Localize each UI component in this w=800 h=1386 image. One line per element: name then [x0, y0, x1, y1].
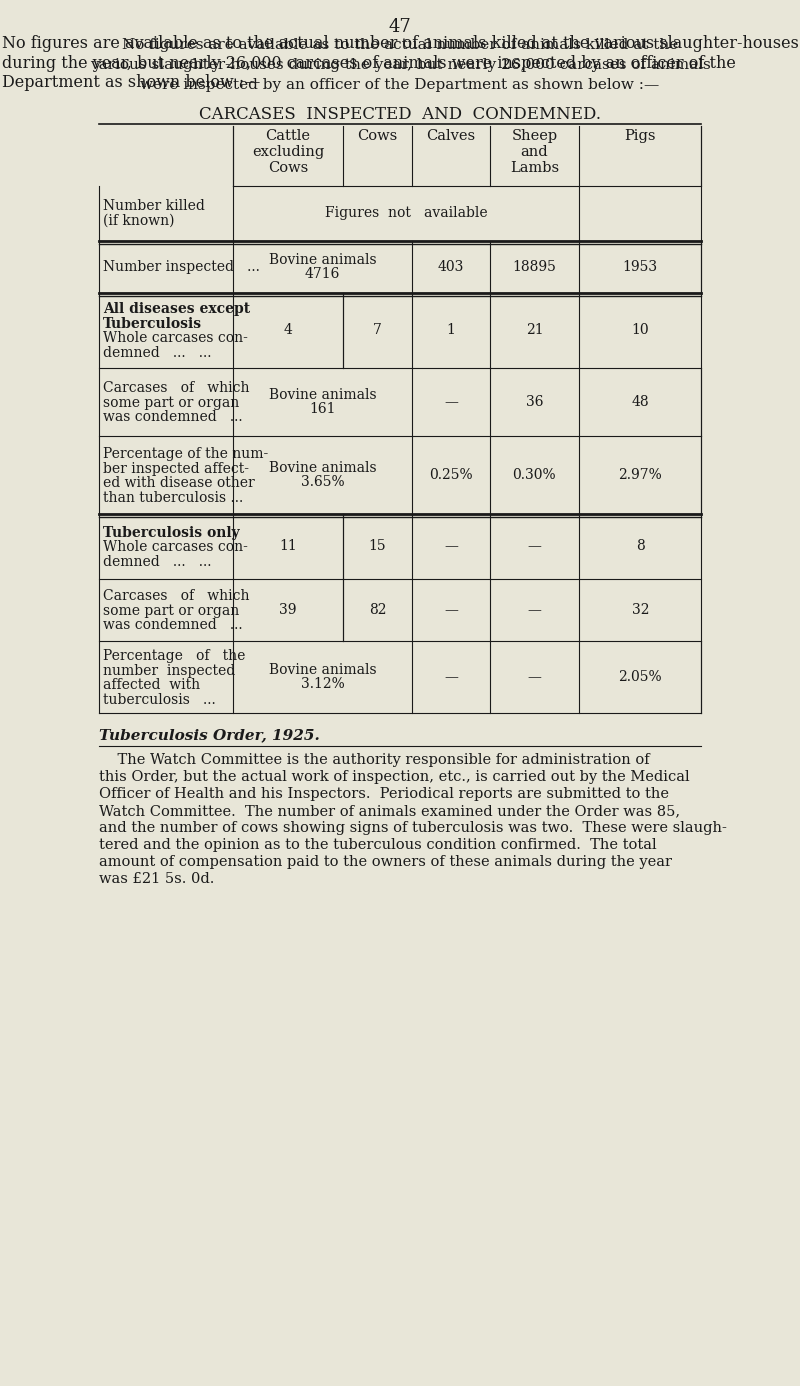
Text: Percentage of the num-: Percentage of the num-: [102, 448, 268, 462]
Text: ber inspected affect-: ber inspected affect-: [102, 462, 249, 475]
Text: Bovine animals: Bovine animals: [269, 388, 377, 402]
Text: Sheep
and
Lambs: Sheep and Lambs: [510, 129, 559, 176]
Text: 403: 403: [438, 261, 464, 274]
Text: No figures are available as to the actual number of animals killed at the variou: No figures are available as to the actua…: [2, 35, 798, 91]
Text: Bovine animals: Bovine animals: [269, 462, 377, 475]
Text: Number inspected   ...: Number inspected ...: [102, 261, 259, 274]
Text: 0.30%: 0.30%: [513, 468, 556, 482]
Text: —: —: [444, 539, 458, 553]
Text: No figures are available as to the actual number of animals killed at the: No figures are available as to the actua…: [122, 37, 678, 53]
Text: 2.97%: 2.97%: [618, 468, 662, 482]
Text: —: —: [444, 603, 458, 617]
Text: this Order, but the actual work of inspection, etc., is carried out by the Medic: this Order, but the actual work of inspe…: [98, 771, 689, 784]
Text: some part or organ: some part or organ: [102, 603, 239, 618]
Text: —: —: [527, 669, 542, 685]
Text: number  inspected: number inspected: [102, 664, 235, 678]
Text: 8: 8: [636, 539, 645, 553]
Text: some part or organ: some part or organ: [102, 395, 239, 409]
Text: 4716: 4716: [305, 267, 340, 281]
Text: was £21 5s. 0d.: was £21 5s. 0d.: [98, 872, 214, 886]
Text: Pigs: Pigs: [625, 129, 656, 143]
Text: tuberculosis   ...: tuberculosis ...: [102, 693, 215, 707]
Text: CARCASES  INSPECTED  AND  CONDEMNED.: CARCASES INSPECTED AND CONDEMNED.: [199, 105, 601, 123]
Text: was condemned   ...: was condemned ...: [102, 618, 242, 632]
Text: Officer of Health and his Inspectors.  Periodical reports are submitted to the: Officer of Health and his Inspectors. Pe…: [98, 787, 669, 801]
Text: 82: 82: [369, 603, 386, 617]
Text: amount of compensation paid to the owners of these animals during the year: amount of compensation paid to the owner…: [98, 855, 671, 869]
Text: were inspected by an officer of the Department as shown below :—: were inspected by an officer of the Depa…: [140, 78, 660, 91]
Text: demned   ...   ...: demned ... ...: [102, 554, 211, 568]
Text: 10: 10: [631, 323, 649, 338]
Text: Whole carcases con-: Whole carcases con-: [102, 331, 247, 345]
Text: (if known): (if known): [102, 213, 174, 229]
Text: 15: 15: [369, 539, 386, 553]
Text: Carcases   of   which: Carcases of which: [102, 589, 249, 603]
Text: —: —: [444, 395, 458, 409]
Text: 1: 1: [446, 323, 455, 338]
Text: various slaughter-houses during the year, but nearly 26,000 carcases of animals: various slaughter-houses during the year…: [90, 58, 710, 72]
Text: 3.12%: 3.12%: [301, 676, 345, 692]
Text: 1953: 1953: [622, 261, 658, 274]
Text: Whole carcases con-: Whole carcases con-: [102, 541, 247, 554]
Text: Cows: Cows: [358, 129, 398, 143]
Text: Bovine animals: Bovine animals: [269, 254, 377, 267]
Text: affected  with: affected with: [102, 678, 200, 692]
Text: 18895: 18895: [513, 261, 556, 274]
Text: Cattle
excluding
Cows: Cattle excluding Cows: [252, 129, 324, 176]
Text: Watch Committee.  The number of animals examined under the Order was 85,: Watch Committee. The number of animals e…: [98, 804, 680, 818]
Text: 3.65%: 3.65%: [301, 475, 345, 489]
Text: demned   ...   ...: demned ... ...: [102, 346, 211, 360]
Text: —: —: [444, 669, 458, 685]
Text: Number killed: Number killed: [102, 200, 205, 213]
Text: and the number of cows showing signs of tuberculosis was two.  These were slaugh: and the number of cows showing signs of …: [98, 821, 726, 834]
Text: 11: 11: [279, 539, 297, 553]
Text: was condemned   ...: was condemned ...: [102, 410, 242, 424]
Text: tered and the opinion as to the tuberculous condition confirmed.  The total: tered and the opinion as to the tubercul…: [98, 839, 656, 852]
Text: 4: 4: [283, 323, 293, 338]
Text: Percentage   of   the: Percentage of the: [102, 649, 245, 663]
Text: All diseases except: All diseases except: [102, 302, 250, 316]
Text: 47: 47: [389, 18, 411, 36]
Text: 7: 7: [373, 323, 382, 338]
Text: Bovine animals: Bovine animals: [269, 663, 377, 676]
Text: —: —: [527, 539, 542, 553]
Text: Carcases   of   which: Carcases of which: [102, 381, 249, 395]
Text: than tuberculosis ...: than tuberculosis ...: [102, 491, 243, 505]
Text: Tuberculosis: Tuberculosis: [102, 317, 202, 331]
Text: Figures  not   available: Figures not available: [325, 207, 487, 220]
Text: Tuberculosis only: Tuberculosis only: [102, 525, 239, 539]
Text: 161: 161: [310, 402, 336, 416]
Text: Calves: Calves: [426, 129, 475, 143]
Text: The Watch Committee is the authority responsible for administration of: The Watch Committee is the authority res…: [98, 753, 649, 766]
Text: 2.05%: 2.05%: [618, 669, 662, 685]
Text: 39: 39: [279, 603, 297, 617]
Text: Tuberculosis Order, 1925.: Tuberculosis Order, 1925.: [98, 728, 319, 742]
Text: 32: 32: [631, 603, 649, 617]
Text: —: —: [527, 603, 542, 617]
Text: 0.25%: 0.25%: [429, 468, 473, 482]
Text: 48: 48: [631, 395, 649, 409]
Text: 36: 36: [526, 395, 543, 409]
Text: ed with disease other: ed with disease other: [102, 475, 254, 491]
Text: 21: 21: [526, 323, 543, 338]
